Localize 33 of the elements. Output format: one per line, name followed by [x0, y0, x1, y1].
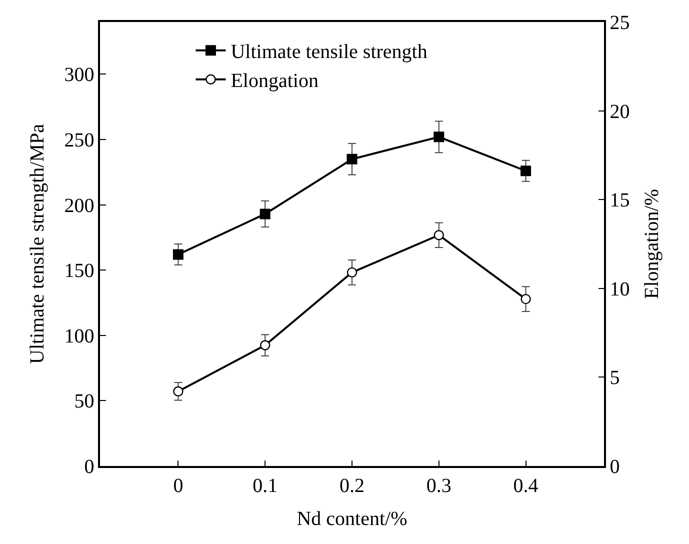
- x-tick-label: 0.4: [513, 474, 538, 497]
- point: [520, 166, 532, 176]
- x-tick-label: 0.1: [252, 474, 278, 497]
- x-tick-label: 0.2: [340, 474, 364, 497]
- y-tick-label: 50: [74, 390, 94, 413]
- point: [520, 294, 531, 304]
- point: [172, 249, 184, 260]
- x-axis-title: Nd content/%: [296, 508, 408, 530]
- point: [346, 267, 358, 278]
- y2-tick-label: 0: [610, 456, 620, 478]
- y2-tick-label: 5: [610, 367, 620, 390]
- y2-axis-title: Elongation/%: [640, 189, 663, 299]
- y-tick-label: 0: [84, 456, 94, 478]
- x-tick-label: 0.3: [426, 474, 452, 497]
- y2-tick-label: 25: [610, 12, 630, 34]
- y2-tick-label: 20: [610, 100, 630, 123]
- y2-tick-label: 15: [610, 190, 630, 212]
- y-tick-label: 250: [64, 130, 94, 152]
- y-axis-title: Ultimate tensile strength/MPa: [26, 124, 48, 364]
- point: [346, 154, 358, 164]
- y2-tick-label: 10: [610, 278, 630, 300]
- x-tick-label: 0: [173, 474, 184, 497]
- point: [434, 132, 444, 142]
- point: [173, 386, 184, 397]
- point: [434, 230, 444, 240]
- y-tick-label: 100: [64, 325, 94, 348]
- y-tick-label: 150: [64, 260, 94, 282]
- y-tick-label: 300: [64, 64, 94, 86]
- point: [260, 208, 270, 220]
- y-tick-label: 200: [64, 194, 94, 217]
- legend-label: Elongation: [230, 70, 318, 92]
- legend-label: Ultimate tensile strength: [230, 41, 428, 64]
- point: [260, 340, 270, 350]
